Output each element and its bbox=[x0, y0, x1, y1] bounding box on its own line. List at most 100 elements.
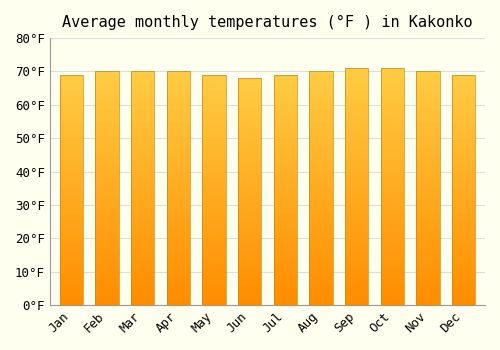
Bar bbox=[202, 75, 226, 77]
Bar bbox=[274, 128, 297, 130]
Bar bbox=[380, 208, 404, 210]
Bar bbox=[310, 247, 332, 249]
Bar bbox=[274, 146, 297, 148]
Bar bbox=[166, 104, 190, 106]
Bar bbox=[274, 247, 297, 250]
Bar bbox=[60, 268, 83, 271]
Bar bbox=[274, 109, 297, 112]
Bar bbox=[202, 275, 226, 278]
Bar bbox=[416, 289, 440, 291]
Bar bbox=[202, 119, 226, 121]
Bar bbox=[202, 215, 226, 218]
Bar bbox=[345, 161, 368, 163]
Bar bbox=[60, 278, 83, 280]
Bar bbox=[202, 220, 226, 222]
Bar bbox=[310, 242, 332, 244]
Bar bbox=[202, 77, 226, 79]
Bar bbox=[131, 298, 154, 300]
Bar bbox=[166, 235, 190, 237]
Bar bbox=[310, 296, 332, 298]
Bar bbox=[166, 209, 190, 212]
Bar bbox=[345, 180, 368, 182]
Bar bbox=[345, 258, 368, 260]
Bar bbox=[310, 177, 332, 179]
Bar bbox=[380, 201, 404, 203]
Bar bbox=[416, 74, 440, 76]
Bar bbox=[60, 208, 83, 211]
Bar bbox=[452, 188, 475, 190]
Bar bbox=[416, 170, 440, 172]
Bar bbox=[202, 234, 226, 236]
Bar bbox=[96, 247, 118, 249]
Bar bbox=[274, 298, 297, 300]
Bar bbox=[166, 277, 190, 279]
Bar bbox=[452, 158, 475, 160]
Bar bbox=[131, 200, 154, 202]
Bar bbox=[96, 209, 118, 212]
Bar bbox=[131, 237, 154, 240]
Bar bbox=[60, 284, 83, 287]
Bar bbox=[131, 90, 154, 92]
Bar bbox=[131, 270, 154, 272]
Bar bbox=[380, 227, 404, 229]
Bar bbox=[452, 222, 475, 224]
Bar bbox=[202, 266, 226, 268]
Bar bbox=[416, 202, 440, 205]
Bar bbox=[416, 167, 440, 170]
Bar bbox=[452, 218, 475, 220]
Bar bbox=[274, 243, 297, 245]
Bar bbox=[416, 177, 440, 179]
Bar bbox=[452, 75, 475, 305]
Bar bbox=[131, 97, 154, 99]
Bar bbox=[380, 104, 404, 106]
Bar bbox=[274, 172, 297, 174]
Bar bbox=[274, 164, 297, 167]
Bar bbox=[238, 160, 261, 162]
Bar bbox=[274, 250, 297, 252]
Bar bbox=[202, 176, 226, 178]
Bar bbox=[274, 192, 297, 195]
Bar bbox=[274, 224, 297, 227]
Bar bbox=[345, 246, 368, 248]
Bar bbox=[202, 130, 226, 132]
Bar bbox=[96, 256, 118, 258]
Bar bbox=[345, 170, 368, 173]
Bar bbox=[166, 237, 190, 240]
Bar bbox=[131, 85, 154, 88]
Bar bbox=[60, 250, 83, 252]
Bar bbox=[380, 97, 404, 99]
Bar bbox=[345, 208, 368, 210]
Bar bbox=[131, 198, 154, 200]
Bar bbox=[452, 211, 475, 213]
Bar bbox=[166, 141, 190, 144]
Bar bbox=[60, 229, 83, 231]
Bar bbox=[452, 89, 475, 91]
Bar bbox=[416, 155, 440, 158]
Bar bbox=[166, 188, 190, 191]
Bar bbox=[96, 212, 118, 214]
Bar bbox=[131, 291, 154, 293]
Bar bbox=[202, 178, 226, 181]
Bar bbox=[131, 127, 154, 130]
Bar bbox=[238, 289, 261, 292]
Bar bbox=[202, 132, 226, 135]
Bar bbox=[380, 161, 404, 163]
Bar bbox=[380, 196, 404, 198]
Bar bbox=[60, 89, 83, 91]
Bar bbox=[166, 258, 190, 261]
Bar bbox=[202, 98, 226, 100]
Bar bbox=[60, 155, 83, 158]
Bar bbox=[131, 202, 154, 205]
Bar bbox=[310, 223, 332, 226]
Bar bbox=[238, 280, 261, 282]
Bar bbox=[238, 241, 261, 244]
Bar bbox=[238, 301, 261, 303]
Bar bbox=[96, 78, 118, 81]
Bar bbox=[452, 303, 475, 305]
Bar bbox=[416, 300, 440, 303]
Bar bbox=[60, 259, 83, 261]
Bar bbox=[310, 120, 332, 123]
Bar bbox=[345, 82, 368, 85]
Bar bbox=[310, 146, 332, 148]
Bar bbox=[416, 130, 440, 132]
